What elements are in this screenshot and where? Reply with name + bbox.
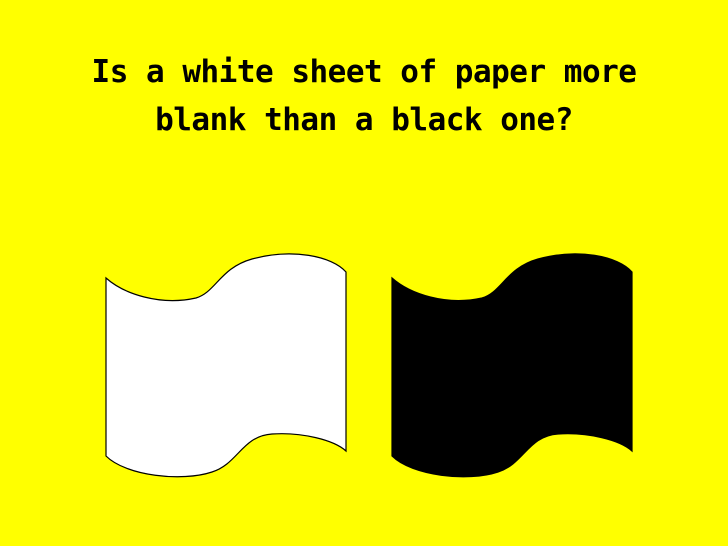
title-line-2: blank than a black one? — [155, 102, 573, 138]
white-paper-sheet-path — [105, 253, 347, 478]
slide-title: Is a white sheet of paper more blank tha… — [40, 48, 688, 144]
white-paper-sheet-shape — [105, 253, 347, 478]
black-paper-sheet — [388, 250, 638, 485]
black-paper-sheet-shape — [391, 253, 633, 478]
white-paper-sheet — [102, 250, 352, 485]
title-line-1: Is a white sheet of paper more — [91, 54, 637, 90]
black-paper-sheet-path — [391, 253, 633, 478]
